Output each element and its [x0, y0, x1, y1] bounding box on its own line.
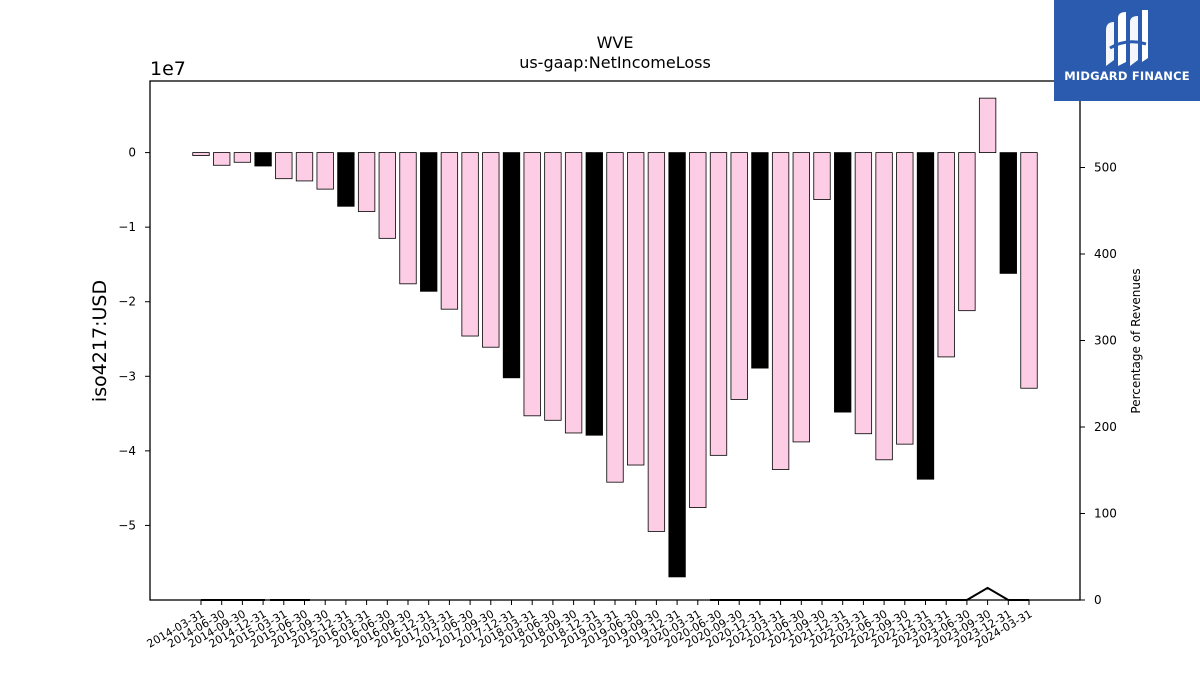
bar-2016-03-31	[357, 152, 376, 212]
y-tick-label: −2	[118, 295, 136, 309]
bar-2016-09-30	[399, 152, 417, 285]
bar-2017-03-31	[440, 152, 459, 310]
bar-2022-12-31	[916, 152, 935, 480]
bar-2019-09-30	[647, 152, 666, 532]
bar-2020-06-30	[709, 152, 728, 456]
bar-2018-03-31	[523, 152, 541, 417]
bar-2023-06-30	[958, 152, 976, 312]
bar-2018-06-30	[544, 152, 562, 421]
bar-2015-03-31	[275, 152, 293, 180]
bar-2020-09-30	[730, 152, 748, 400]
chart-title: WVE	[597, 33, 634, 52]
bar-2022-09-30	[896, 152, 914, 445]
bar-2014-03-31	[192, 152, 210, 156]
bar-2016-06-30	[378, 152, 396, 239]
midgard-logo-icon	[1106, 10, 1148, 66]
y2-tick-label: 0	[1094, 593, 1102, 607]
chart-subtitle: us-gaap:NetIncomeLoss	[519, 53, 711, 72]
x-axis-ticks: 2014-03-312014-06-302014-09-302014-12-31…	[145, 600, 1035, 651]
bar-2020-03-31	[689, 152, 707, 508]
bar-2019-03-31	[606, 152, 624, 483]
y-tick-label: 0	[128, 146, 136, 160]
bar-2023-03-31	[937, 152, 955, 358]
bar-2014-12-31	[254, 152, 272, 167]
bar-2015-12-31	[337, 152, 355, 207]
y-tick-label: −5	[118, 518, 136, 532]
bar-2018-12-31	[585, 152, 603, 436]
y-axis-ticks: 0 −1 −2 −3 −4 −5	[118, 146, 150, 532]
percentage-line-group	[201, 586, 1029, 601]
y-axis-label: iso4217:USD	[89, 280, 111, 402]
bar-2022-03-31	[854, 152, 873, 435]
y2-tick-label: 200	[1094, 420, 1117, 434]
secondary-y-axis-ticks: 0100200300400500600	[1080, 74, 1117, 607]
bar-2020-12-31	[751, 152, 769, 369]
percentage-of-revenues-line	[201, 586, 1029, 601]
bar-2021-09-30	[813, 152, 831, 200]
bar-2021-03-31	[771, 152, 790, 470]
y-tick-label: −1	[118, 220, 136, 234]
y2-tick-label: 300	[1094, 334, 1117, 348]
bar-2022-06-30	[875, 152, 893, 461]
y-tick-label: −4	[118, 444, 136, 458]
plot-area-frame	[149, 80, 1081, 601]
bar-2021-12-31	[834, 152, 852, 413]
bar-2017-06-30	[461, 152, 479, 337]
bar-2016-12-31	[420, 152, 438, 292]
bar-2015-09-30	[316, 152, 334, 190]
bar-2015-06-30	[295, 152, 314, 182]
bar-2019-06-30	[627, 152, 645, 466]
bars-group	[192, 97, 1038, 578]
bar-2018-09-30	[564, 152, 583, 434]
y2-tick-label: 400	[1094, 247, 1117, 261]
bar-2017-09-30	[482, 152, 500, 348]
bar-2023-09-30	[978, 97, 997, 153]
y2-tick-label: 100	[1094, 507, 1117, 521]
y2-tick-label: 500	[1094, 161, 1117, 175]
bar-2014-09-30	[233, 152, 252, 163]
secondary-y-axis-label: Percentage of Revenues	[1129, 268, 1143, 413]
bar-2017-12-31	[502, 152, 521, 379]
bar-2023-12-31	[999, 152, 1017, 274]
y-axis-offset-label: 1e7	[150, 58, 186, 80]
bar-2021-06-30	[792, 152, 810, 443]
bar-2019-12-31	[668, 152, 686, 578]
y-tick-label: −3	[118, 369, 136, 383]
logo-text: MIDGARD FINANCE	[1064, 69, 1190, 83]
bar-2014-06-30	[213, 152, 231, 166]
midgard-finance-logo: MIDGARD FINANCE	[1054, 0, 1200, 101]
bar-2024-03-31	[1020, 152, 1038, 389]
